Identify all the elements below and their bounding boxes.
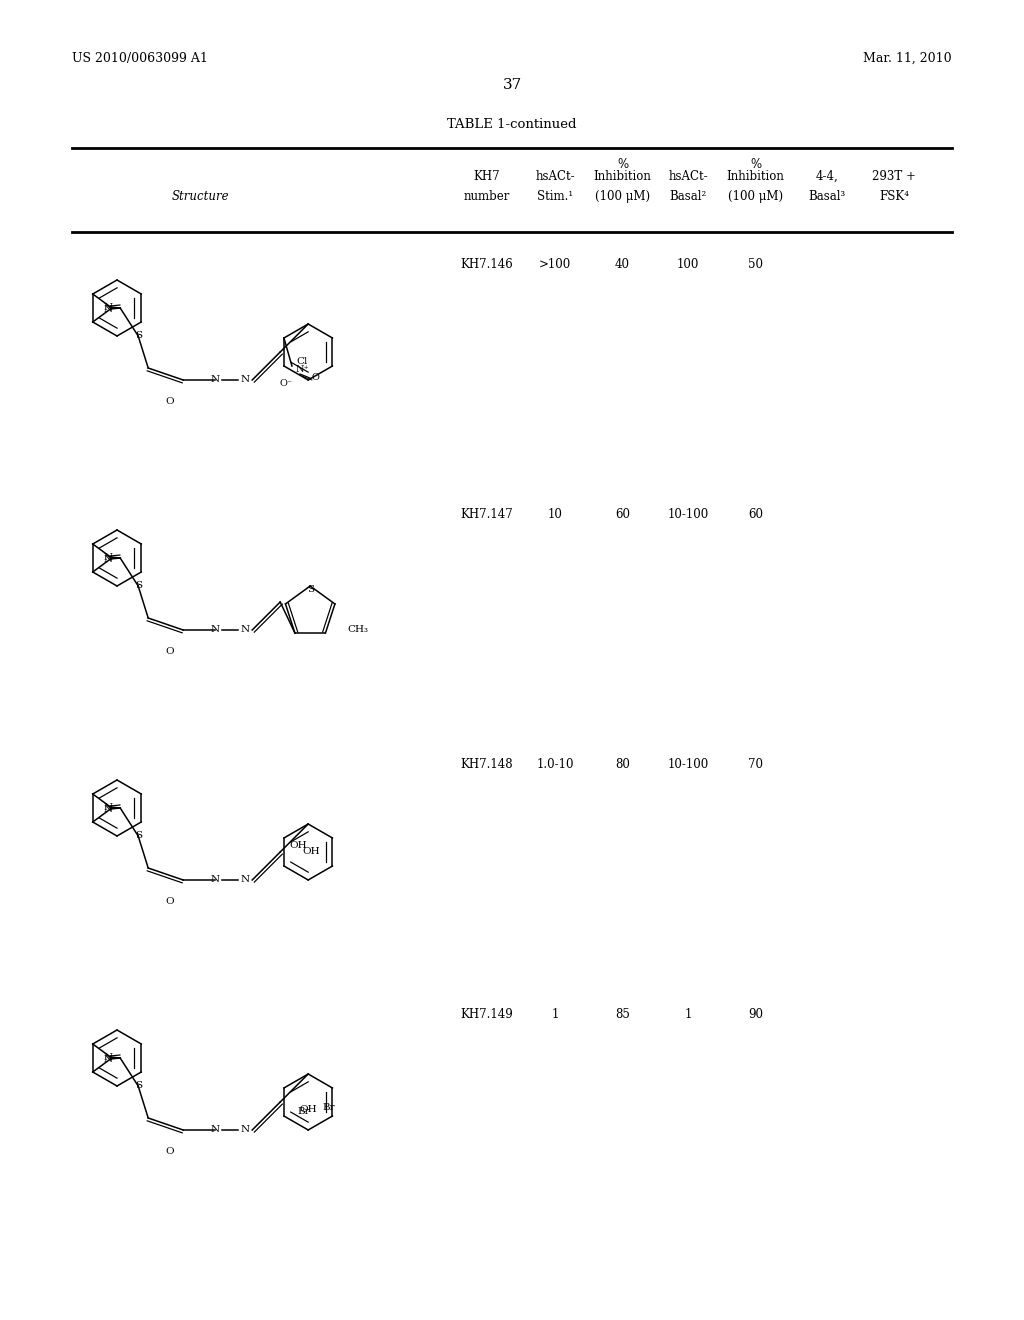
- Text: Basal³: Basal³: [809, 190, 846, 203]
- Text: N: N: [103, 554, 113, 564]
- Text: 70: 70: [749, 758, 763, 771]
- Text: O: O: [165, 898, 173, 907]
- Text: 40: 40: [615, 257, 630, 271]
- Text: Inhibition: Inhibition: [727, 170, 784, 183]
- Text: Cl: Cl: [296, 358, 307, 367]
- Text: 50: 50: [749, 257, 763, 271]
- Text: hsACt-: hsACt-: [669, 170, 708, 183]
- Text: N: N: [103, 1055, 113, 1064]
- Text: KH7: KH7: [473, 170, 500, 183]
- Text: 1.0-10: 1.0-10: [537, 758, 573, 771]
- Text: 10: 10: [548, 508, 562, 521]
- Text: O: O: [312, 374, 319, 383]
- Text: O: O: [165, 1147, 173, 1156]
- Text: S: S: [134, 832, 141, 841]
- Text: KH7.147: KH7.147: [460, 508, 513, 521]
- Text: N: N: [211, 375, 220, 384]
- Text: N: N: [103, 553, 113, 561]
- Text: N: N: [241, 626, 250, 635]
- Text: 100: 100: [677, 257, 699, 271]
- Text: 10-100: 10-100: [668, 758, 709, 771]
- Text: number: number: [463, 190, 510, 203]
- Text: Basal²: Basal²: [670, 190, 707, 203]
- Text: Mar. 11, 2010: Mar. 11, 2010: [863, 51, 952, 65]
- Text: N: N: [103, 803, 113, 812]
- Text: 90: 90: [749, 1008, 763, 1020]
- Text: 60: 60: [749, 508, 763, 521]
- Text: (100 μM): (100 μM): [595, 190, 650, 203]
- Text: Stim.¹: Stim.¹: [537, 190, 573, 203]
- Text: N: N: [103, 302, 113, 312]
- Text: US 2010/0063099 A1: US 2010/0063099 A1: [72, 51, 208, 65]
- Text: N⁺: N⁺: [296, 366, 309, 375]
- Text: (100 μM): (100 μM): [728, 190, 783, 203]
- Text: N: N: [211, 626, 220, 635]
- Text: S: S: [134, 331, 141, 341]
- Text: %: %: [751, 158, 761, 172]
- Text: S: S: [134, 582, 141, 590]
- Text: KH7.149: KH7.149: [460, 1008, 513, 1020]
- Text: 1: 1: [684, 1008, 692, 1020]
- Text: N: N: [211, 875, 220, 884]
- Text: 80: 80: [615, 758, 630, 771]
- Text: hsACt-: hsACt-: [536, 170, 574, 183]
- Text: S: S: [306, 586, 313, 594]
- Text: 10-100: 10-100: [668, 508, 709, 521]
- Text: 85: 85: [615, 1008, 630, 1020]
- Text: FSK⁴: FSK⁴: [879, 190, 909, 203]
- Text: KH7.146: KH7.146: [460, 257, 513, 271]
- Text: N: N: [211, 1126, 220, 1134]
- Text: N: N: [103, 305, 113, 314]
- Text: N: N: [103, 1052, 113, 1061]
- Text: CH₃: CH₃: [347, 624, 369, 634]
- Text: 60: 60: [615, 508, 630, 521]
- Text: O⁻: O⁻: [280, 380, 293, 388]
- Text: TABLE 1-continued: TABLE 1-continued: [447, 117, 577, 131]
- Text: KH7.148: KH7.148: [460, 758, 513, 771]
- Text: OH: OH: [290, 842, 307, 850]
- Text: >100: >100: [539, 257, 571, 271]
- Text: Br: Br: [298, 1107, 310, 1117]
- Text: S: S: [134, 1081, 141, 1090]
- Text: 37: 37: [503, 78, 521, 92]
- Text: %: %: [617, 158, 628, 172]
- Text: 1: 1: [551, 1008, 559, 1020]
- Text: Inhibition: Inhibition: [594, 170, 651, 183]
- Text: N: N: [241, 1126, 250, 1134]
- Text: Structure: Structure: [171, 190, 228, 203]
- Text: Br: Br: [323, 1104, 335, 1113]
- Text: 293T +: 293T +: [872, 170, 915, 183]
- Text: OH: OH: [299, 1106, 317, 1114]
- Text: N: N: [241, 375, 250, 384]
- Text: O: O: [165, 648, 173, 656]
- Text: 4-4,: 4-4,: [816, 170, 839, 183]
- Text: N: N: [241, 875, 250, 884]
- Text: O: O: [165, 397, 173, 407]
- Text: OH: OH: [303, 847, 321, 857]
- Text: N: N: [103, 804, 113, 813]
